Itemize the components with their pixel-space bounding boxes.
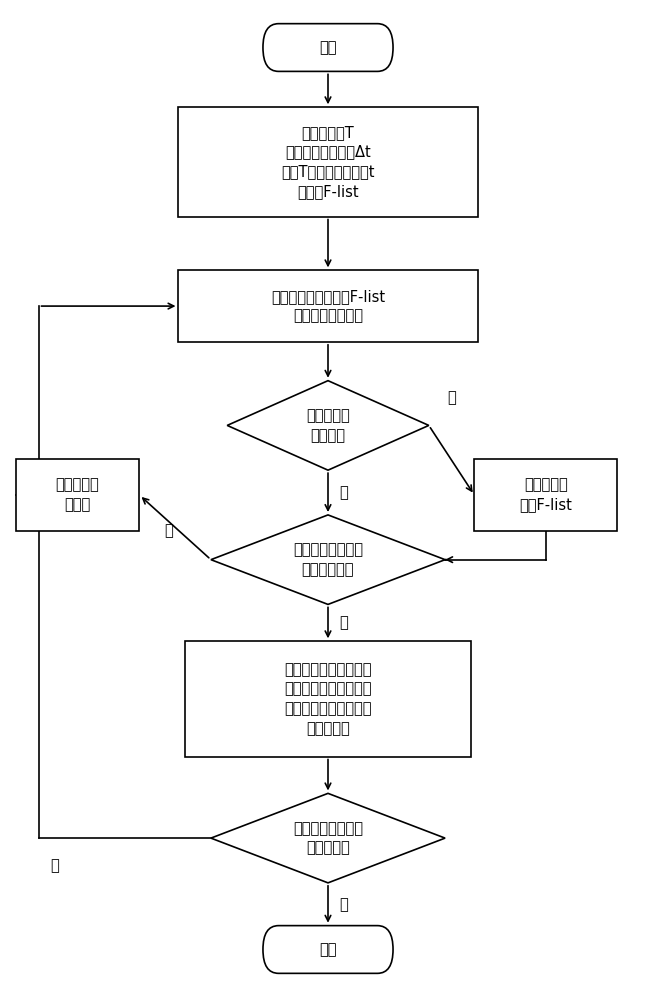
Text: 将异常数据
存于F-list: 将异常数据 存于F-list (520, 478, 572, 512)
Polygon shape (227, 381, 429, 470)
Text: 判断该时间点是否
为初始时间点: 判断该时间点是否 为初始时间点 (293, 542, 363, 577)
Text: 判断是否有
异常数据: 判断是否有 异常数据 (306, 408, 350, 443)
FancyBboxPatch shape (263, 926, 393, 973)
Text: 否: 否 (340, 485, 348, 500)
Text: 选择下一个
时间点: 选择下一个 时间点 (56, 478, 100, 512)
Bar (185, 641, 471, 757)
Text: 是: 是 (447, 391, 456, 406)
Text: 是: 是 (340, 897, 348, 912)
Text: 是: 是 (164, 523, 173, 538)
Polygon shape (211, 515, 445, 604)
Bar (474, 459, 617, 531)
Text: 时间点是否到最后
一个时间点: 时间点是否到最后 一个时间点 (293, 821, 363, 856)
Bar (178, 270, 478, 342)
FancyBboxPatch shape (263, 24, 393, 71)
Text: 否: 否 (340, 615, 348, 630)
Text: 选取时间段T
确定预定时间间隔Δt
确定T中的初始时间点t
建立表F-list: 选取时间段T 确定预定时间间隔Δt 确定T中的初始时间点t 建立表F-list (281, 125, 375, 199)
Bar (178, 107, 478, 217)
Text: 分析前一时间点的分类
结果和本时间点的分类
结果的变化情况，并标
识变化情况: 分析前一时间点的分类 结果和本时间点的分类 结果的变化情况，并标 识变化情况 (284, 662, 372, 736)
Text: 否: 否 (51, 858, 59, 873)
Bar (16, 459, 139, 531)
Text: 将该时间点的数据和F-list
中的数据进行分类: 将该时间点的数据和F-list 中的数据进行分类 (271, 289, 385, 323)
Polygon shape (211, 793, 445, 883)
Text: 开始: 开始 (319, 40, 337, 55)
Text: 结束: 结束 (319, 942, 337, 957)
